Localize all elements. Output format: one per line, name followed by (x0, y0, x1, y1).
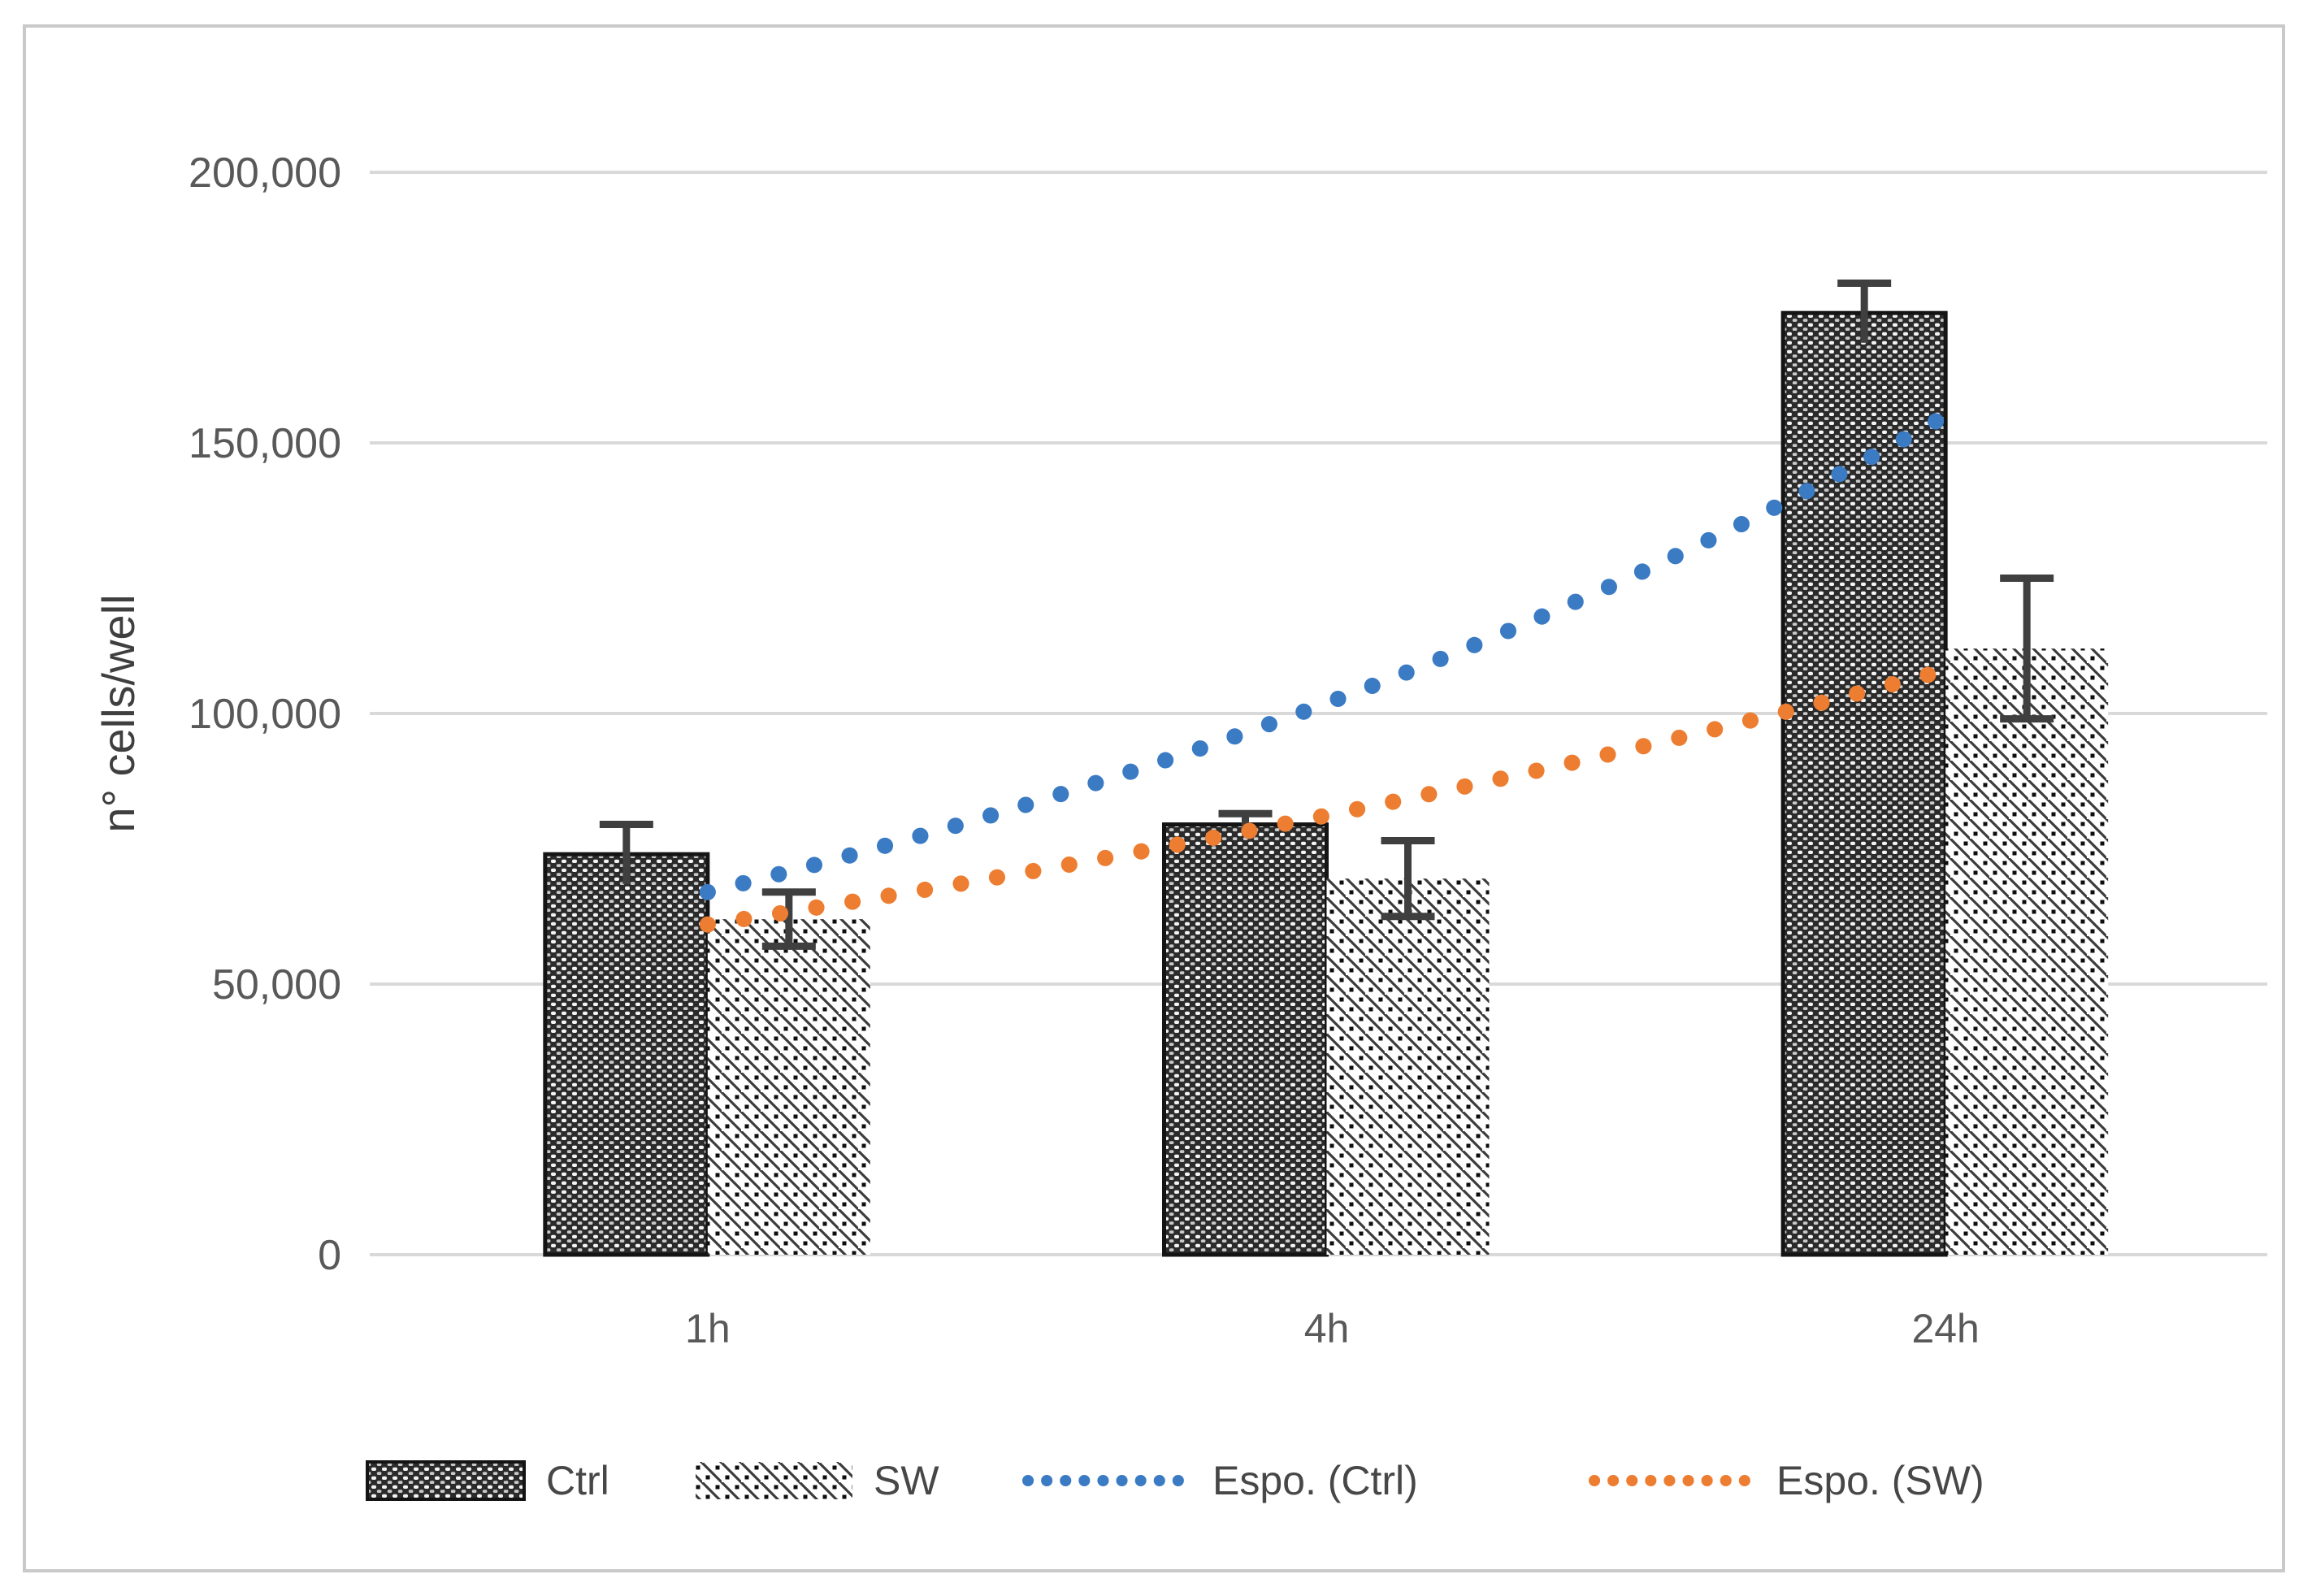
x-tick-label-1h: 1h (685, 1306, 731, 1351)
y-tick-label: 0 (318, 1232, 341, 1279)
x-tick-label-24h: 24h (1911, 1306, 1979, 1351)
legend-swatch-ctrl-pattern (366, 1460, 526, 1501)
trendlines (699, 407, 1954, 933)
x-tick-label-4h: 4h (1304, 1306, 1350, 1351)
bar-sw-24h (1945, 648, 2109, 1255)
y-tick-label: 50,000 (212, 961, 341, 1008)
legend-label-ctrl: Ctrl (546, 1458, 609, 1503)
legend-label-espo---ctrl-: Espo. (Ctrl) (1212, 1458, 1418, 1503)
bar-series (543, 310, 2109, 1257)
y-tick-label: 100,000 (189, 691, 341, 738)
bar-sw-4h (1326, 878, 1490, 1255)
legend-label-sw: SW (874, 1458, 939, 1503)
trendline-espo---ctrl- (699, 407, 1954, 900)
y-axis-title: n° cells/well (93, 594, 144, 832)
y-axis-tick-labels: 0 50,000 100,000 150,000 200,000 (189, 150, 341, 1279)
legend: Ctrl SW Espo. (Ctrl) Espo. (SW) (366, 1458, 1984, 1503)
error-bars (599, 280, 2054, 950)
x-axis-category-labels: 1h 4h 24h (685, 1306, 1980, 1351)
bar-ctrl-4h (1162, 822, 1329, 1257)
figure-border (23, 24, 2285, 1572)
bar-sw-1h (707, 919, 870, 1255)
y-tick-label: 150,000 (189, 420, 341, 467)
legend-label-espo---sw-: Espo. (SW) (1776, 1458, 1984, 1503)
trendline-espo---sw- (699, 661, 1954, 933)
legend-swatch-sw-pattern (696, 1462, 852, 1499)
bar-ctrl-1h (543, 852, 710, 1257)
y-tick-label: 200,000 (189, 150, 341, 197)
